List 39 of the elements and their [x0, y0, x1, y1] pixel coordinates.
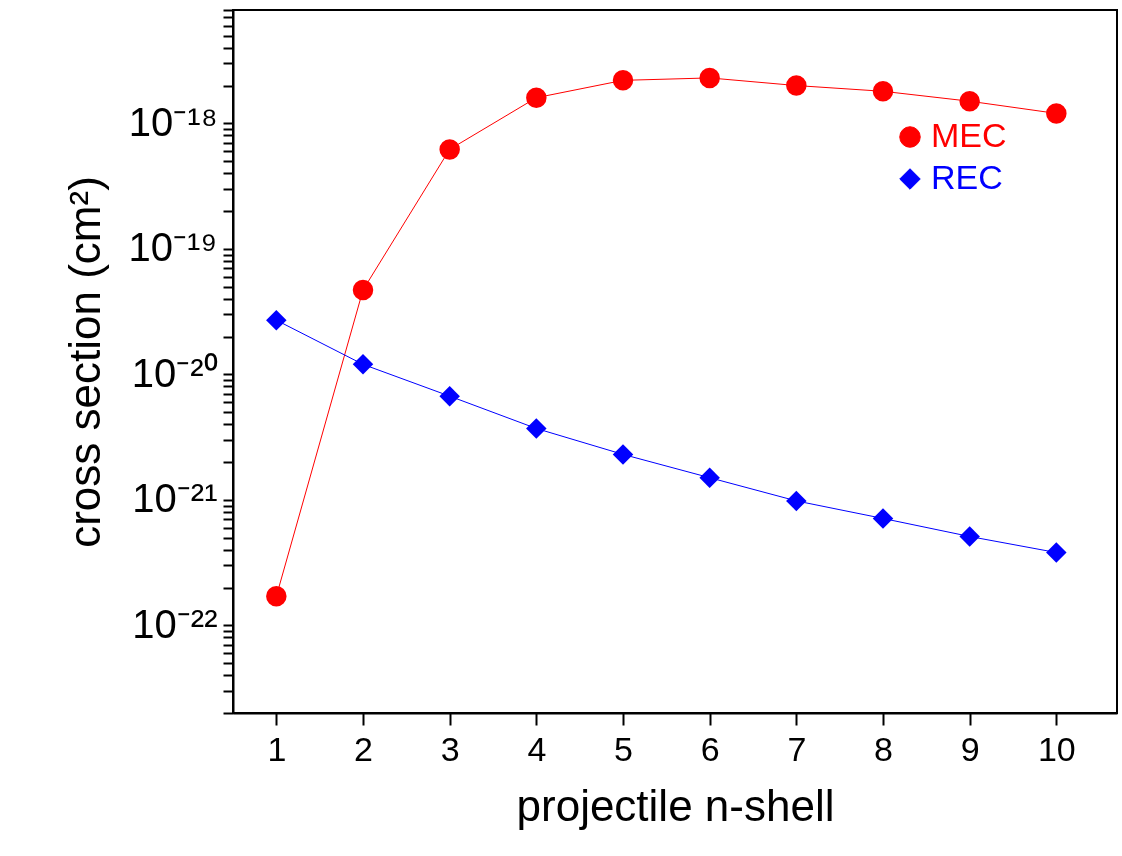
point [872, 81, 894, 102]
point [959, 526, 980, 547]
point [439, 139, 460, 160]
point [352, 354, 374, 375]
x-tick-label: 6 [700, 729, 720, 768]
x-tick-label: 10 [1037, 729, 1076, 768]
x-tick-label: 7 [787, 729, 807, 768]
legend-label: REC [931, 158, 1003, 196]
point [612, 70, 634, 91]
y-tick-label: 10⁻²² [132, 601, 218, 646]
point [352, 279, 374, 301]
point [872, 508, 894, 529]
point [959, 91, 980, 112]
point [526, 87, 547, 108]
point [266, 586, 287, 607]
point [786, 490, 807, 512]
legend-label: MEC [931, 116, 1007, 154]
point [699, 67, 720, 89]
point [1046, 103, 1067, 124]
point [786, 75, 807, 96]
point [612, 444, 634, 465]
y-tick-label: 10⁻¹⁹ [128, 225, 218, 270]
point [266, 309, 287, 331]
point [1046, 542, 1067, 563]
x-tick-label: 1 [267, 729, 287, 768]
y-tick-label: 10⁻¹⁸ [128, 99, 218, 144]
x-tick-label: 4 [527, 729, 547, 768]
y-tick-label: 10⁻²⁰ [131, 350, 218, 395]
x-tick-label: 2 [354, 729, 373, 768]
x-tick-label: 8 [874, 729, 893, 768]
y-tick-label: 10⁻²¹ [132, 476, 218, 521]
x-axis-title: projectile n-shell [516, 780, 835, 830]
point [699, 467, 720, 488]
x-tick-label: 5 [614, 729, 633, 768]
x-tick-label: 3 [440, 729, 460, 768]
point [526, 418, 547, 439]
x-tick-label: 9 [960, 729, 980, 768]
y-axis-title: cross section (cm²) [59, 176, 109, 548]
point [439, 385, 460, 407]
